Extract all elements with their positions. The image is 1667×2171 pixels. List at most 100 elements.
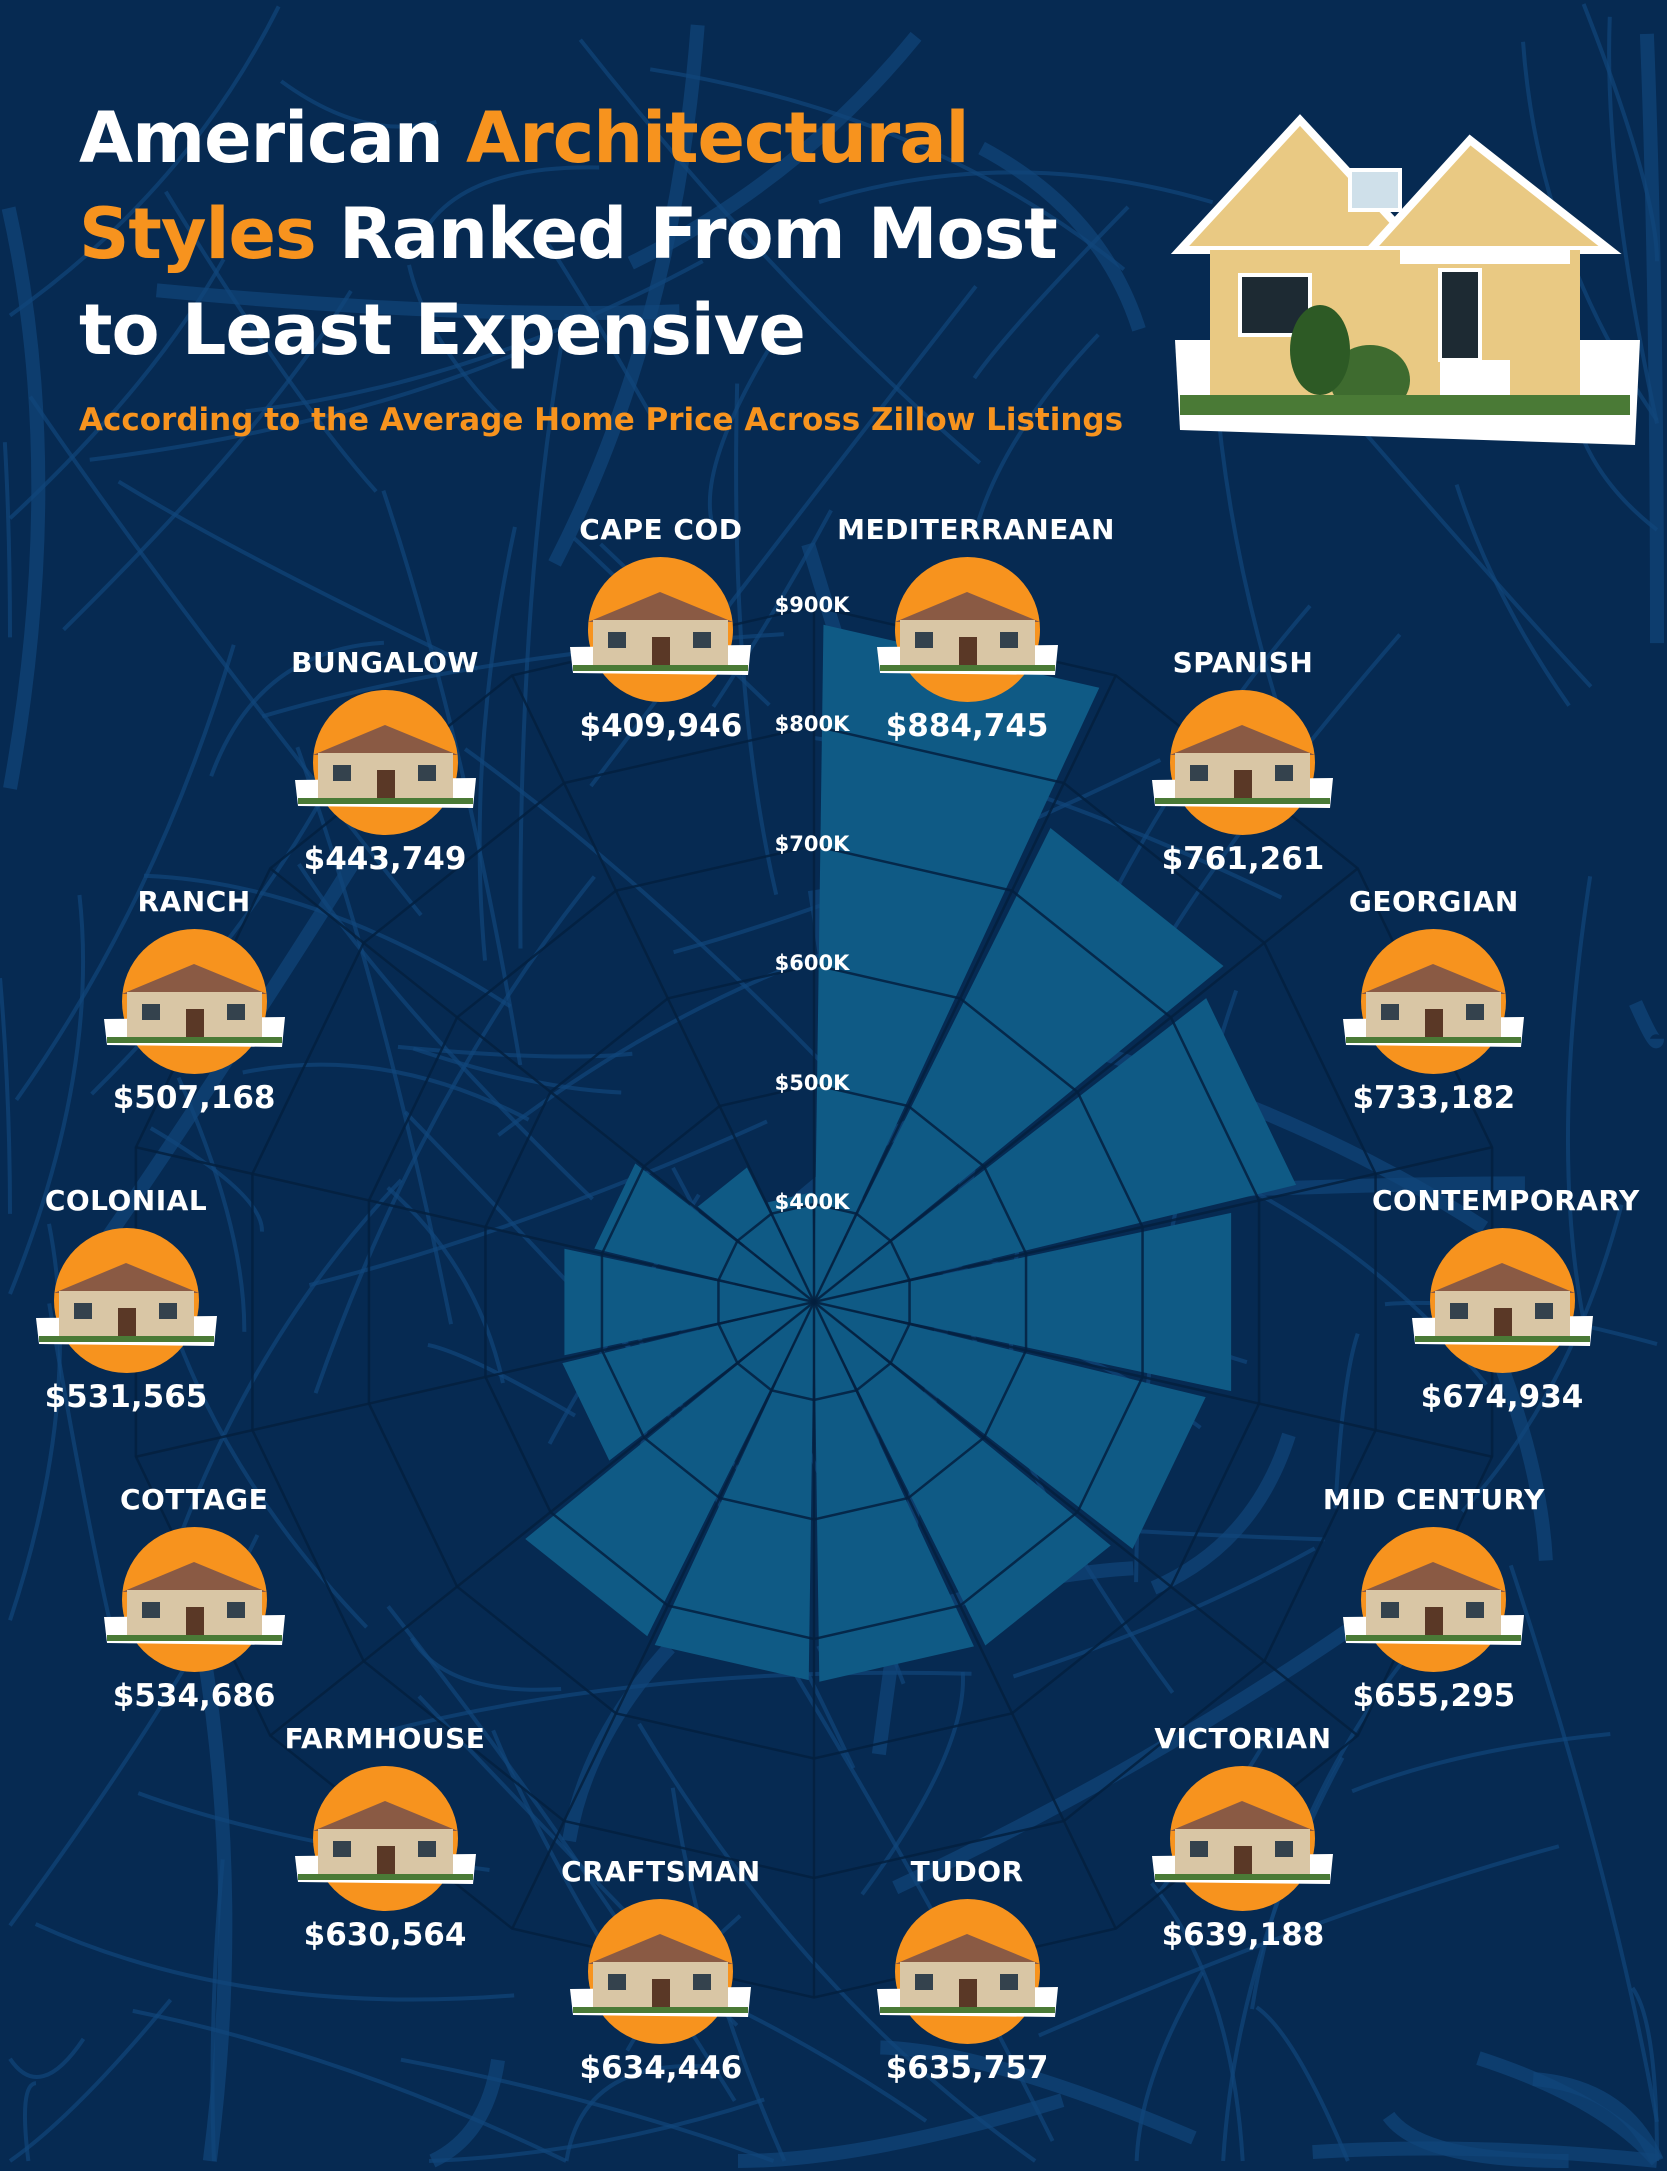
category-name: SPANISH — [1172, 646, 1314, 680]
street-line — [89, 344, 536, 462]
category-name: GEORGIAN — [1348, 885, 1519, 919]
street-line — [117, 479, 479, 671]
street-line — [62, 289, 353, 632]
price-label: $634,446 — [579, 2049, 743, 2086]
category-name: TUDOR — [910, 1854, 1024, 1888]
radial-tick-label: $800K — [774, 712, 850, 736]
category-name: CRAFTSMAN — [561, 1854, 761, 1888]
street-line — [245, 259, 704, 414]
category-label-tudor: TUDOR $635,757 — [837, 1855, 1097, 2086]
street-line — [548, 24, 705, 567]
price-label: $409,946 — [579, 708, 743, 745]
grid-spoke — [135, 1146, 815, 1304]
category-label-ranch: RANCH $507,168 — [64, 885, 324, 1116]
street-line — [400, 2057, 775, 2163]
street-line — [386, 1186, 505, 1384]
street-line — [8, 1998, 173, 2163]
house-photo-icon — [1343, 1526, 1525, 1672]
street-line — [477, 526, 517, 961]
page-title: American Architectural Styles Ranked From… — [79, 97, 1058, 371]
street-line — [1134, 1971, 1205, 2162]
category-name: COLONIAL — [44, 1184, 208, 1217]
street-line — [1255, 2005, 1350, 2162]
bar-tudor — [814, 1302, 974, 1682]
street-line — [1508, 1564, 1659, 2123]
category-name: VICTORIAN — [1154, 1721, 1332, 1755]
street-line — [1454, 483, 1571, 707]
street-line — [242, 1062, 530, 1122]
radial-tick-label: $700K — [774, 831, 850, 856]
street-line — [1012, 1546, 1316, 1679]
grid-spoke — [135, 1300, 815, 1458]
house-photo-icon — [35, 1228, 217, 1373]
street-line — [187, 1597, 233, 2162]
bar-contemporary — [814, 1212, 1232, 1392]
category-label-contemporary: CONTEMPORARY $674,934 — [1372, 1184, 1639, 1415]
street-line — [2, 442, 12, 638]
grid-spoke — [813, 1300, 1493, 1458]
street-line — [8, 2037, 86, 2079]
category-label-colonial: COLONIAL $531,565 — [0, 1184, 256, 1415]
price-label: $635,757 — [885, 2049, 1049, 2086]
street-line — [1565, 876, 1593, 1344]
bar-spanish — [814, 828, 1224, 1302]
grid-spoke — [269, 1301, 815, 1737]
house-photo-icon — [1152, 690, 1334, 836]
bar-farmhouse — [525, 1302, 814, 1637]
price-label: $531,565 — [44, 1379, 208, 1415]
radial-tick-label: $500K — [774, 1070, 850, 1095]
street-line — [149, 1126, 264, 1232]
grid-spoke — [269, 867, 815, 1303]
category-name: MEDITERRANEAN — [837, 513, 1115, 547]
house-photo-icon — [570, 557, 752, 703]
street-line — [409, 1637, 562, 1692]
category-label-cape-cod: CAPE COD $409,946 — [531, 513, 791, 744]
house-photo-icon — [294, 1765, 476, 1911]
price-label: $443,749 — [303, 841, 467, 878]
radial-tick-label: $900K — [774, 592, 850, 617]
street-line — [209, 640, 385, 777]
street-line — [578, 38, 982, 465]
street-line — [14, 644, 236, 1102]
street-line — [297, 863, 594, 1201]
street-line — [637, 1722, 1037, 2163]
street-line — [1460, 1204, 1624, 1513]
price-label: $655,295 — [1352, 1677, 1516, 1714]
street-line — [711, 509, 833, 708]
street-line — [313, 875, 596, 1394]
house-photo-icon — [876, 557, 1058, 703]
street-line — [1333, 1332, 1360, 1509]
house-photo-icon — [103, 1526, 285, 1672]
category-label-georgian: GEORGIAN $733,182 — [1304, 885, 1564, 1116]
house-photo-icon — [1411, 1228, 1593, 1373]
category-label-mid-century: MID CENTURY $655,295 — [1304, 1483, 1564, 1714]
street-line — [1630, 1986, 1659, 2162]
street-line — [279, 79, 437, 129]
bar-cottage — [562, 1302, 814, 1461]
street-line — [1150, 1881, 1245, 2162]
street-line — [164, 190, 378, 493]
street-line — [1382, 2111, 1569, 2168]
house-photo-icon — [876, 1898, 1058, 2044]
category-name: RANCH — [137, 885, 251, 919]
street-line — [564, 2064, 713, 2162]
grid-spoke — [813, 867, 1359, 1303]
price-label: $761,261 — [1161, 841, 1325, 878]
bar-victorian — [814, 1302, 1111, 1646]
bar-bungalow — [697, 1167, 814, 1302]
category-label-spanish: SPANISH $761,261 — [1113, 646, 1373, 877]
house-photo-icon — [1152, 1765, 1334, 1911]
street-line — [1629, 1000, 1664, 1049]
house-photo-icon — [570, 1898, 752, 2044]
street-line — [649, 67, 1126, 272]
street-line — [177, 1178, 403, 1540]
radial-tick-label: $600K — [774, 951, 850, 975]
street-line — [1639, 33, 1664, 644]
category-name: MID CENTURY — [1322, 1482, 1545, 1516]
grid-spoke — [511, 1301, 816, 1930]
street-line — [143, 873, 512, 1009]
street-line — [419, 165, 600, 239]
subtitle: According to the Average Home Price Acro… — [79, 402, 1124, 438]
street-line — [860, 1671, 965, 1896]
